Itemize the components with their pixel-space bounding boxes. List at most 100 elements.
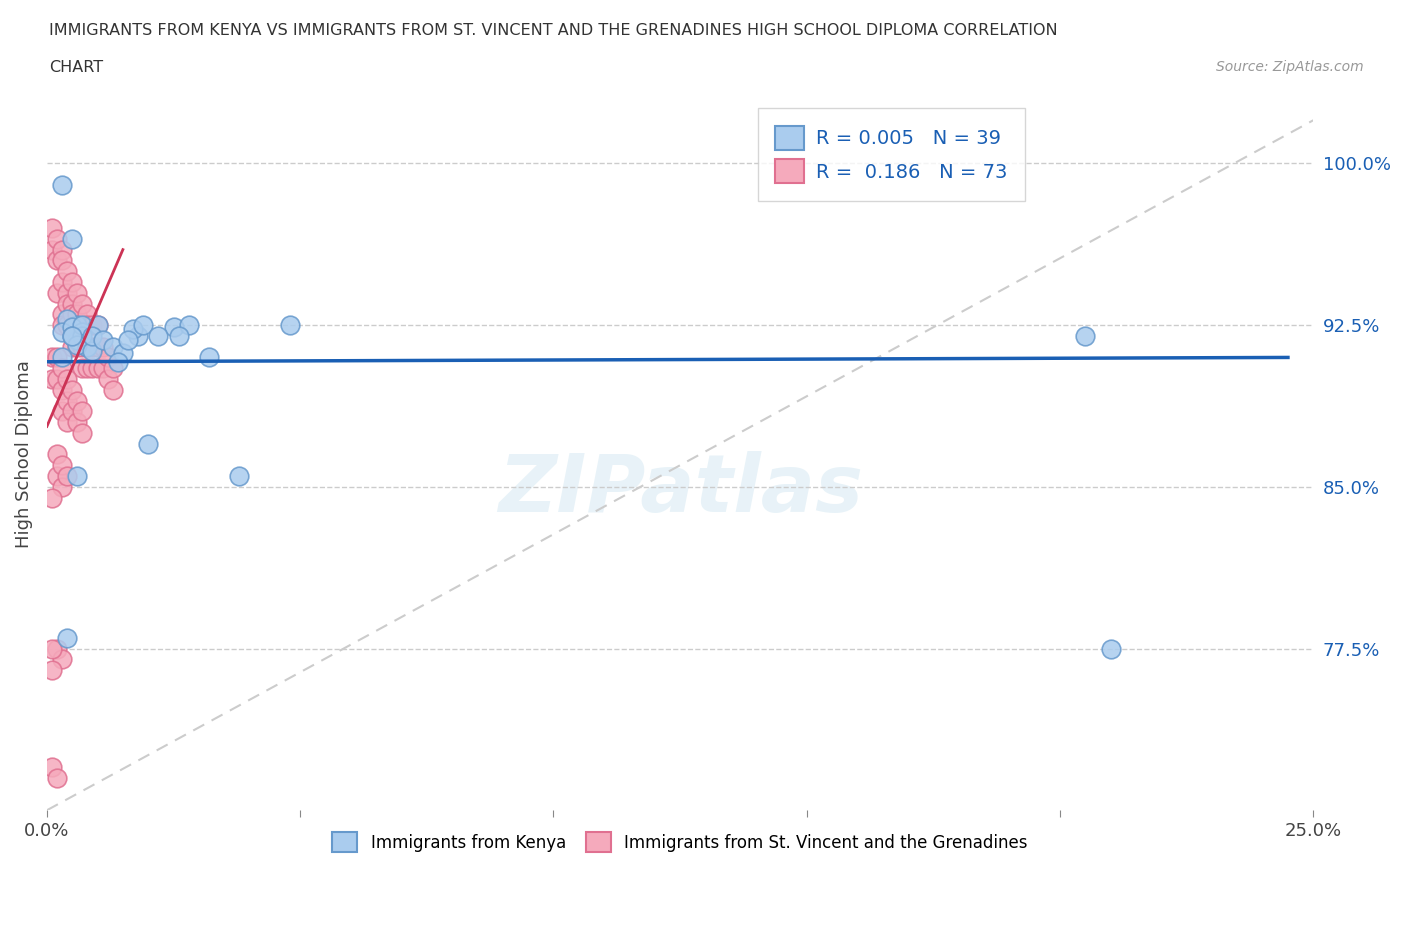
Point [51, 404, 73, 418]
Point [46, 253, 69, 268]
Point [41, 663, 63, 678]
Point [76, 307, 98, 322]
Point [60, 320, 83, 335]
Point [60, 232, 83, 246]
Point [72, 361, 94, 376]
Point [51, 253, 73, 268]
Point [86, 318, 108, 333]
Point [76, 318, 98, 333]
Point [198, 350, 221, 365]
Point [60, 328, 83, 343]
Point [56, 469, 79, 484]
Point [60, 307, 83, 322]
Point [132, 318, 155, 333]
Text: Source: ZipAtlas.com: Source: ZipAtlas.com [1216, 60, 1364, 74]
Point [66, 469, 89, 484]
Legend: Immigrants from Kenya, Immigrants from St. Vincent and the Grenadines: Immigrants from Kenya, Immigrants from S… [326, 825, 1035, 858]
Point [46, 232, 69, 246]
Point [60, 328, 83, 343]
Point [167, 328, 190, 343]
Point [51, 652, 73, 667]
Point [76, 361, 98, 376]
Point [41, 220, 63, 235]
Point [86, 339, 108, 354]
Point [111, 346, 134, 361]
Point [72, 325, 94, 339]
Point [72, 328, 94, 343]
Point [41, 490, 63, 505]
Point [56, 631, 79, 645]
Point [41, 641, 63, 656]
Point [56, 393, 79, 408]
Point [66, 337, 89, 352]
Point [51, 382, 73, 397]
Point [82, 318, 104, 333]
Point [101, 382, 124, 397]
Point [66, 339, 89, 354]
Point [82, 343, 104, 358]
Point [66, 393, 89, 408]
Point [66, 415, 89, 430]
Point [86, 318, 108, 333]
Point [72, 425, 94, 440]
Point [148, 328, 170, 343]
Point [46, 286, 69, 300]
Point [41, 760, 63, 775]
Point [60, 296, 83, 311]
Point [72, 318, 94, 333]
Point [46, 641, 69, 656]
Point [66, 333, 89, 348]
Point [127, 328, 149, 343]
Point [51, 325, 73, 339]
Point [51, 178, 73, 193]
Point [101, 339, 124, 354]
Point [56, 312, 79, 326]
Point [46, 372, 69, 387]
Point [46, 770, 69, 785]
Point [66, 286, 89, 300]
Point [51, 307, 73, 322]
Point [46, 350, 69, 365]
Point [72, 404, 94, 418]
Point [46, 469, 69, 484]
Point [56, 372, 79, 387]
Point [76, 339, 98, 354]
Point [86, 361, 108, 376]
Point [76, 339, 98, 354]
Point [66, 307, 89, 322]
Point [122, 322, 145, 337]
Point [1099, 641, 1122, 656]
Point [91, 339, 114, 354]
Point [51, 458, 73, 472]
Point [82, 361, 104, 376]
Point [72, 339, 94, 354]
Point [97, 372, 120, 387]
Point [46, 900, 69, 915]
Point [117, 333, 139, 348]
Text: CHART: CHART [49, 60, 103, 75]
Point [56, 415, 79, 430]
Text: ZIPatlas: ZIPatlas [498, 451, 863, 529]
Point [60, 274, 83, 289]
Point [56, 264, 79, 279]
Point [72, 296, 94, 311]
Point [46, 447, 69, 462]
Point [107, 354, 129, 369]
Point [51, 479, 73, 494]
Point [91, 361, 114, 376]
Point [60, 328, 83, 343]
Point [136, 436, 159, 451]
Point [82, 339, 104, 354]
Point [41, 350, 63, 365]
Point [1074, 328, 1097, 343]
Point [82, 328, 104, 343]
Point [66, 318, 89, 333]
Point [91, 333, 114, 348]
Text: IMMIGRANTS FROM KENYA VS IMMIGRANTS FROM ST. VINCENT AND THE GRENADINES HIGH SCH: IMMIGRANTS FROM KENYA VS IMMIGRANTS FROM… [49, 23, 1057, 38]
Point [41, 242, 63, 257]
Point [51, 242, 73, 257]
Point [56, 318, 79, 333]
Point [66, 318, 89, 333]
Point [56, 286, 79, 300]
Point [278, 318, 301, 333]
